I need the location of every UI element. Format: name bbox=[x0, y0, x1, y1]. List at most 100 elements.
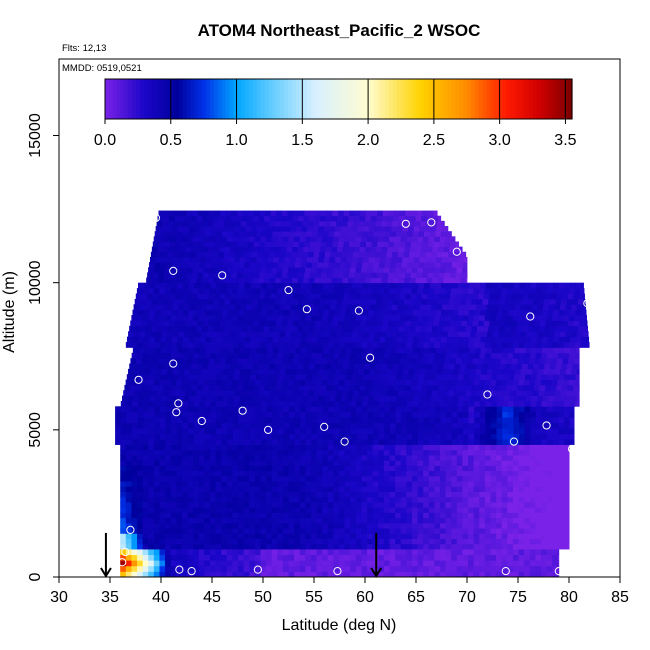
heatmap-cell bbox=[383, 538, 390, 545]
heatmap-cell bbox=[395, 470, 402, 477]
heatmap-cell bbox=[217, 347, 224, 354]
heatmap-cell bbox=[333, 400, 340, 407]
heatmap-cell bbox=[279, 368, 286, 375]
heatmap-cell bbox=[496, 554, 503, 561]
heatmap-cell bbox=[142, 475, 149, 482]
heatmap-cell bbox=[185, 325, 192, 332]
heatmap-cell bbox=[356, 417, 363, 424]
heatmap-cell bbox=[549, 363, 557, 370]
heatmap-cell bbox=[395, 460, 402, 466]
heatmap-cell bbox=[243, 543, 250, 550]
heatmap-cell bbox=[439, 449, 446, 456]
heatmap-cell bbox=[451, 571, 458, 577]
heatmap-cell bbox=[536, 374, 543, 380]
heatmap-cell bbox=[232, 528, 239, 534]
heatmap-cell bbox=[511, 358, 518, 364]
heatmap-cell bbox=[247, 363, 254, 370]
heatmap-cell bbox=[237, 315, 244, 321]
heatmap-cell bbox=[299, 470, 306, 477]
heatmap-cell bbox=[249, 517, 256, 524]
heatmap-cell bbox=[552, 522, 559, 529]
heatmap-cell bbox=[194, 347, 201, 354]
heatmap-cell bbox=[468, 422, 475, 429]
heatmap-cell bbox=[188, 336, 195, 343]
heatmap-cell bbox=[209, 379, 216, 386]
heatmap-cell bbox=[524, 417, 531, 424]
heatmap-cell bbox=[464, 331, 471, 338]
heatmap-cell bbox=[411, 528, 418, 534]
heatmap-cell bbox=[269, 246, 276, 253]
heatmap-cell bbox=[373, 374, 380, 380]
heatmap-cell bbox=[396, 374, 403, 380]
heatmap-cell bbox=[479, 455, 486, 461]
heatmap-cell bbox=[153, 554, 160, 561]
heatmap-cell bbox=[377, 272, 384, 278]
heatmap-cell bbox=[181, 538, 188, 545]
heatmap-cell bbox=[289, 282, 296, 289]
heatmap-cell bbox=[482, 390, 489, 396]
heatmap-cell bbox=[137, 560, 144, 567]
heatmap-cell bbox=[396, 309, 403, 316]
heatmap-cell bbox=[451, 512, 458, 519]
heatmap-cell bbox=[147, 358, 154, 364]
heatmap-cell bbox=[308, 246, 315, 253]
heatmap-cell bbox=[439, 288, 446, 294]
heatmap-cell bbox=[159, 549, 166, 556]
heatmap-cell bbox=[507, 543, 514, 550]
heatmap-cell bbox=[162, 390, 169, 396]
heatmap-cell bbox=[131, 470, 138, 477]
heatmap-cell bbox=[519, 433, 526, 440]
heatmap-cell bbox=[254, 267, 261, 273]
heatmap-cell bbox=[305, 465, 312, 472]
heatmap-cell bbox=[186, 320, 193, 327]
heatmap-cell bbox=[220, 241, 227, 248]
heatmap-cell bbox=[333, 549, 340, 556]
heatmap-cell bbox=[248, 320, 255, 327]
heatmap-cell bbox=[565, 331, 572, 338]
heatmap-cell bbox=[487, 304, 494, 311]
heatmap-cell bbox=[327, 522, 334, 529]
heatmap-cell bbox=[157, 298, 164, 305]
heatmap-cell bbox=[285, 251, 292, 258]
heatmap-cell bbox=[524, 528, 531, 534]
heatmap-cell bbox=[321, 379, 328, 386]
heatmap-cell bbox=[384, 400, 391, 407]
heatmap-cell bbox=[331, 298, 338, 305]
heatmap-cell bbox=[148, 379, 155, 386]
heatmap-cell bbox=[299, 379, 306, 386]
heatmap-cell bbox=[529, 455, 536, 461]
heatmap-cell bbox=[479, 560, 486, 567]
heatmap-cell bbox=[120, 554, 127, 561]
heatmap-cell bbox=[395, 417, 402, 424]
heatmap-cell bbox=[490, 379, 497, 386]
heatmap-cell bbox=[315, 358, 322, 364]
heatmap-cell bbox=[412, 439, 419, 445]
heatmap-cell bbox=[534, 293, 541, 300]
heatmap-cell bbox=[281, 320, 288, 327]
heatmap-cell bbox=[452, 336, 459, 343]
heatmap-cell bbox=[283, 417, 290, 424]
heatmap-cell bbox=[451, 486, 458, 492]
heatmap-cell bbox=[260, 528, 267, 534]
heatmap-cell bbox=[378, 352, 385, 359]
heatmap-cell bbox=[445, 538, 452, 545]
heatmap-cell bbox=[423, 543, 430, 550]
heatmap-cell bbox=[333, 522, 340, 529]
heatmap-cell bbox=[221, 262, 228, 268]
heatmap-cell bbox=[371, 384, 378, 391]
heatmap-cell bbox=[524, 491, 531, 498]
heatmap-cell bbox=[546, 342, 553, 348]
heatmap-cell bbox=[249, 470, 256, 477]
heatmap-cell bbox=[244, 433, 251, 440]
heatmap-cell bbox=[363, 331, 370, 338]
heatmap-cell bbox=[277, 528, 284, 534]
heatmap-cell bbox=[517, 358, 524, 364]
heatmap-cell bbox=[485, 439, 492, 445]
heatmap-cell bbox=[552, 571, 559, 577]
heatmap-cell bbox=[412, 352, 419, 359]
heatmap-cell bbox=[378, 422, 385, 429]
heatmap-cell bbox=[504, 390, 511, 396]
heatmap-cell bbox=[278, 309, 285, 316]
heatmap-cell bbox=[307, 304, 314, 311]
heatmap-cell bbox=[238, 517, 245, 524]
